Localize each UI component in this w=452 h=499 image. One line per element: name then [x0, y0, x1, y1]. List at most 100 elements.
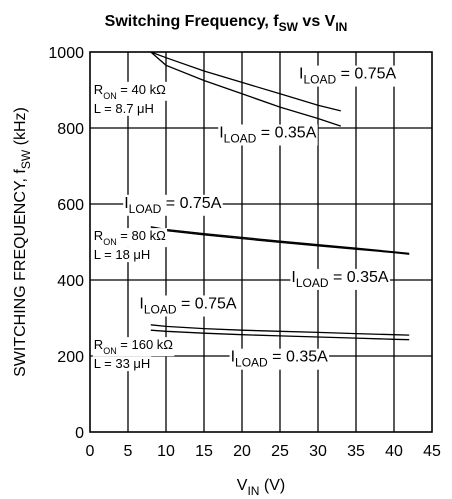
annotation-text-cond-mid-l: L = 18 μH [94, 247, 151, 262]
series-line-035a-group-0 [150, 51, 342, 127]
x-tick-label: 40 [385, 443, 403, 460]
x-axis-label-main: V [237, 477, 248, 494]
series-line-075a-group-1 [150, 226, 410, 255]
series-lines [150, 51, 410, 341]
annotation-subscript: LOAD [129, 202, 162, 216]
annotation-subscript: LOAD [296, 276, 329, 290]
annotation-text-cond-top-l: L = 8.7 μH [94, 101, 154, 116]
annotation-subscript: LOAD [235, 356, 268, 370]
y-tick-label: 200 [57, 349, 84, 366]
series-line-035a-group-1 [150, 227, 410, 255]
annotation-iload-035-mid: ILOAD = 0.35A [290, 268, 390, 290]
annotation-symbol: I [231, 349, 235, 366]
x-tick-label: 0 [86, 443, 95, 460]
annotation-value: = 0.35A [268, 349, 328, 366]
annotation-symbol: I [124, 195, 128, 212]
annotation-cond-mid-ron: RON = 80 kΩ [92, 228, 168, 248]
annotation-text-iload-075-top: ILOAD = 0.75A [299, 66, 397, 87]
annotation-value: = 0.35A [329, 269, 389, 286]
annotation-subscript: ON [103, 346, 117, 356]
series-line-035a-group-2 [150, 329, 410, 341]
annotation-symbol: R [94, 337, 103, 352]
annotation-text-cond-mid-ron: RON = 80 kΩ [94, 228, 166, 247]
annotation-text-cond-low-ron: RON = 160 kΩ [94, 337, 174, 356]
annotation-value: = 0.35A [256, 125, 316, 142]
annotation-text-part: L = 8.7 μH [94, 101, 154, 116]
annotation-value: = 40 kΩ [117, 82, 166, 97]
annotation-background [92, 337, 175, 357]
annotation-background [123, 194, 223, 216]
annotation-subscript: ON [103, 91, 117, 101]
annotation-text-cond-top-ron: RON = 40 kΩ [94, 82, 166, 101]
annotation-cond-mid-l: L = 18 μH [92, 247, 152, 263]
y-tick-label: 800 [57, 121, 84, 138]
y-tick-label: 400 [57, 273, 84, 290]
x-tick-label: 30 [309, 443, 327, 460]
chart-title-main: Switching Frequency, f [105, 13, 280, 30]
y-tick-label: 0 [75, 425, 84, 442]
series-line-075a-group-2 [150, 324, 410, 336]
x-tick-label: 35 [347, 443, 365, 460]
y-axis-label-main: SWITCHING FREQUENCY, f [12, 169, 29, 377]
annotation-text-iload-075-low: ILOAD = 0.75A [139, 296, 237, 317]
annotation-background [218, 124, 318, 146]
tick-labels: 0 5 10 15 20 25 30 35 40 45 0 200 400 600 800 1000 [48, 45, 441, 460]
annotation-background [92, 228, 168, 248]
annotation-background [229, 348, 330, 370]
annotation-background [92, 247, 152, 263]
x-axis-label-sub: IN [247, 484, 259, 498]
annotation-background [92, 100, 155, 116]
x-tick-label: 5 [124, 443, 133, 460]
annotation-background [92, 81, 168, 101]
annotation-value: = 0.75A [161, 195, 221, 212]
x-tick-label: 15 [195, 443, 213, 460]
annotation-iload-035-top: ILOAD = 0.35A [218, 124, 318, 146]
annotation-background [138, 295, 238, 317]
plot-frame [89, 51, 433, 433]
annotation-symbol: I [299, 66, 303, 83]
annotation-value: = 160 kΩ [117, 337, 174, 352]
chart-title-main-sub: SW [279, 20, 299, 34]
annotation-symbol: R [94, 228, 103, 243]
annotation-iload-075-top: ILOAD = 0.75A [298, 65, 398, 87]
x-tick-label: 20 [233, 443, 251, 460]
y-tick-label: 1000 [48, 45, 84, 62]
annotation-value: = 0.75A [336, 66, 396, 83]
y-axis-label-sub: SW [19, 149, 33, 169]
annotation-cond-low-ron: RON = 160 kΩ [92, 337, 175, 357]
annotation-subscript: ON [103, 237, 117, 247]
annotation-iload-075-low: ILOAD = 0.75A [138, 295, 238, 317]
chart-title-mid: vs V [298, 13, 336, 30]
y-tick-label: 600 [57, 197, 84, 214]
annotation-cond-top-ron: RON = 40 kΩ [92, 81, 168, 101]
x-tick-label: 45 [423, 443, 441, 460]
annotation-background [290, 268, 390, 290]
x-tick-label: 25 [271, 443, 289, 460]
annotation-text-iload-075-mid: ILOAD = 0.75A [124, 195, 222, 216]
annotation-background [92, 356, 152, 372]
annotation-subscript: LOAD [224, 132, 257, 146]
chart-title-mid-sub: IN [335, 20, 347, 34]
annotation-iload-035-low: ILOAD = 0.35A [229, 348, 330, 370]
annotation-cond-top-l: L = 8.7 μH [92, 100, 155, 116]
annotation-symbol: I [139, 296, 143, 313]
annotation-text-iload-035-mid: ILOAD = 0.35A [291, 269, 389, 290]
annotation-value: = 0.75A [177, 296, 237, 313]
annotation-cond-low-l: L = 33 μH [92, 356, 152, 372]
annotation-subscript: LOAD [303, 73, 336, 87]
annotation-text-cond-low-l: L = 33 μH [94, 356, 151, 371]
annotation-symbol: I [291, 269, 295, 286]
annotation-subscript: LOAD [144, 303, 177, 317]
annotation-text-iload-035-top: ILOAD = 0.35A [219, 125, 317, 146]
annotation-text-part: L = 18 μH [94, 247, 151, 262]
annotation-value: = 80 kΩ [117, 228, 166, 243]
chart-title: Switching Frequency, fSW vs VIN [105, 13, 348, 34]
x-axis-label: VIN (V) [237, 477, 285, 498]
x-axis-label-tail: (V) [259, 477, 285, 494]
series-line-075a-group-0 [150, 51, 341, 112]
y-axis-label-tail: (kHz) [12, 107, 29, 150]
annotation-iload-075-mid: ILOAD = 0.75A [123, 194, 223, 216]
annotation-text-part: L = 33 μH [94, 356, 151, 371]
